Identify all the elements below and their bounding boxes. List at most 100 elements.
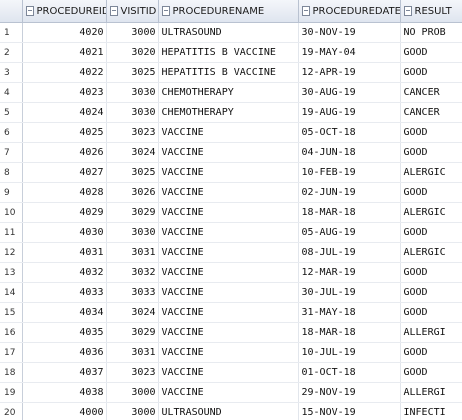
row-number[interactable]: 15 <box>0 302 23 323</box>
cell-visitid[interactable]: 3030 <box>106 82 159 103</box>
cell-result[interactable]: GOOD <box>400 282 462 303</box>
table-row[interactable]: 11 4030 3030 VACCINE 05-AUG-19 GOOD <box>0 222 462 243</box>
table-row[interactable]: 7 4026 3024 VACCINE 04-JUN-18 GOOD <box>0 142 462 163</box>
table-row[interactable]: 18 4037 3023 VACCINE 01-OCT-18 GOOD <box>0 362 462 383</box>
row-number[interactable]: 10 <box>0 202 23 223</box>
row-number[interactable]: 5 <box>0 102 23 123</box>
table-row[interactable]: 20 4000 3000 ULTRASOUND 15-NOV-19 INFECTI <box>0 402 462 420</box>
cell-visitid[interactable]: 3025 <box>106 62 159 83</box>
cell-procedurename[interactable]: VACCINE <box>158 302 299 323</box>
cell-result[interactable]: GOOD <box>400 302 462 323</box>
cell-procedureid[interactable]: 4024 <box>22 102 107 123</box>
row-number[interactable]: 11 <box>0 222 23 243</box>
cell-procedurename[interactable]: HEPATITIS B VACCINE <box>158 62 299 83</box>
cell-proceduredate[interactable]: 18-MAR-18 <box>298 202 401 223</box>
cell-procedurename[interactable]: VACCINE <box>158 382 299 403</box>
table-row[interactable]: 2 4021 3020 HEPATITIS B VACCINE 19-MAY-04 GOO… <box>0 42 462 63</box>
row-number[interactable]: 9 <box>0 182 23 203</box>
cell-visitid[interactable]: 3030 <box>106 102 159 123</box>
cell-procedurename[interactable]: ULTRASOUND <box>158 402 299 420</box>
row-number[interactable]: 14 <box>0 282 23 303</box>
cell-procedurename[interactable]: VACCINE <box>158 342 299 363</box>
cell-result[interactable]: ALERGIC <box>400 202 462 223</box>
cell-procedureid[interactable]: 4026 <box>22 142 107 163</box>
cell-result[interactable]: GOOD <box>400 42 462 63</box>
cell-procedurename[interactable]: VACCINE <box>158 242 299 263</box>
row-number[interactable]: 2 <box>0 42 23 63</box>
row-number[interactable]: 12 <box>0 242 23 263</box>
cell-procedurename[interactable]: ULTRASOUND <box>158 22 299 43</box>
cell-procedureid[interactable]: 4030 <box>22 222 107 243</box>
cell-result[interactable]: ALERGIC <box>400 162 462 183</box>
cell-result[interactable]: CANCER <box>400 102 462 123</box>
cell-procedurename[interactable]: VACCINE <box>158 202 299 223</box>
cell-result[interactable]: CANCER <box>400 82 462 103</box>
cell-result[interactable]: GOOD <box>400 62 462 83</box>
cell-procedureid[interactable]: 4036 <box>22 342 107 363</box>
cell-result[interactable]: NO PROB <box>400 22 462 43</box>
cell-result[interactable]: ALERGIC <box>400 242 462 263</box>
column-header-procedureid[interactable]: PROCEDUREID <box>22 0 107 23</box>
cell-visitid[interactable]: 3020 <box>106 42 159 63</box>
cell-proceduredate[interactable]: 19-AUG-19 <box>298 102 401 123</box>
cell-visitid[interactable]: 3029 <box>106 322 159 343</box>
cell-procedurename[interactable]: VACCINE <box>158 122 299 143</box>
row-number[interactable]: 20 <box>0 402 23 420</box>
cell-procedurename[interactable]: VACCINE <box>158 142 299 163</box>
cell-procedureid[interactable]: 4029 <box>22 202 107 223</box>
row-number[interactable]: 19 <box>0 382 23 403</box>
row-number-header[interactable] <box>0 0 23 23</box>
cell-procedureid[interactable]: 4038 <box>22 382 107 403</box>
table-row[interactable]: 10 4029 3029 VACCINE 18-MAR-18 ALERGIC <box>0 202 462 223</box>
cell-visitid[interactable]: 3023 <box>106 362 159 383</box>
table-row[interactable]: 17 4036 3031 VACCINE 10-JUL-19 GOOD <box>0 342 462 363</box>
row-number[interactable]: 3 <box>0 62 23 83</box>
cell-visitid[interactable]: 3033 <box>106 282 159 303</box>
cell-procedureid[interactable]: 4023 <box>22 82 107 103</box>
cell-procedurename[interactable]: VACCINE <box>158 362 299 383</box>
cell-visitid[interactable]: 3031 <box>106 342 159 363</box>
cell-visitid[interactable]: 3032 <box>106 262 159 283</box>
cell-result[interactable]: GOOD <box>400 262 462 283</box>
cell-procedureid[interactable]: 4037 <box>22 362 107 383</box>
row-number[interactable]: 17 <box>0 342 23 363</box>
cell-procedureid[interactable]: 4031 <box>22 242 107 263</box>
cell-proceduredate[interactable]: 10-JUL-19 <box>298 342 401 363</box>
cell-procedurename[interactable]: VACCINE <box>158 182 299 203</box>
cell-procedurename[interactable]: VACCINE <box>158 322 299 343</box>
cell-visitid[interactable]: 3000 <box>106 402 159 420</box>
cell-procedureid[interactable]: 4035 <box>22 322 107 343</box>
cell-procedureid[interactable]: 4000 <box>22 402 107 420</box>
cell-procedureid[interactable]: 4022 <box>22 62 107 83</box>
cell-result[interactable]: GOOD <box>400 182 462 203</box>
table-row[interactable]: 12 4031 3031 VACCINE 08-JUL-19 ALERGIC <box>0 242 462 263</box>
cell-result[interactable]: GOOD <box>400 342 462 363</box>
cell-visitid[interactable]: 3029 <box>106 202 159 223</box>
table-row[interactable]: 15 4034 3024 VACCINE 31-MAY-18 GOOD <box>0 302 462 323</box>
table-row[interactable]: 5 4024 3030 CHEMOTHERAPY 19-AUG-19 CANCER <box>0 102 462 123</box>
table-row[interactable]: 19 4038 3000 VACCINE 29-NOV-19 ALLERGI <box>0 382 462 403</box>
cell-proceduredate[interactable]: 15-NOV-19 <box>298 402 401 420</box>
cell-proceduredate[interactable]: 05-AUG-19 <box>298 222 401 243</box>
cell-proceduredate[interactable]: 29-NOV-19 <box>298 382 401 403</box>
cell-procedurename[interactable]: VACCINE <box>158 282 299 303</box>
cell-procedurename[interactable]: CHEMOTHERAPY <box>158 102 299 123</box>
column-header-procedurename[interactable]: PROCEDURENAME <box>158 0 299 23</box>
cell-proceduredate[interactable]: 31-MAY-18 <box>298 302 401 323</box>
cell-procedureid[interactable]: 4021 <box>22 42 107 63</box>
column-header-result[interactable]: RESULT <box>400 0 462 23</box>
cell-visitid[interactable]: 3000 <box>106 382 159 403</box>
cell-procedureid[interactable]: 4033 <box>22 282 107 303</box>
cell-procedureid[interactable]: 4027 <box>22 162 107 183</box>
cell-proceduredate[interactable]: 30-AUG-19 <box>298 82 401 103</box>
cell-visitid[interactable]: 3026 <box>106 182 159 203</box>
cell-result[interactable]: GOOD <box>400 142 462 163</box>
table-row[interactable]: 6 4025 3023 VACCINE 05-OCT-18 GOOD <box>0 122 462 143</box>
cell-proceduredate[interactable]: 30-NOV-19 <box>298 22 401 43</box>
cell-visitid[interactable]: 3031 <box>106 242 159 263</box>
cell-proceduredate[interactable]: 12-APR-19 <box>298 62 401 83</box>
column-header-visitid[interactable]: VISITID <box>106 0 159 23</box>
cell-procedureid[interactable]: 4034 <box>22 302 107 323</box>
cell-visitid[interactable]: 3024 <box>106 142 159 163</box>
cell-result[interactable]: GOOD <box>400 222 462 243</box>
